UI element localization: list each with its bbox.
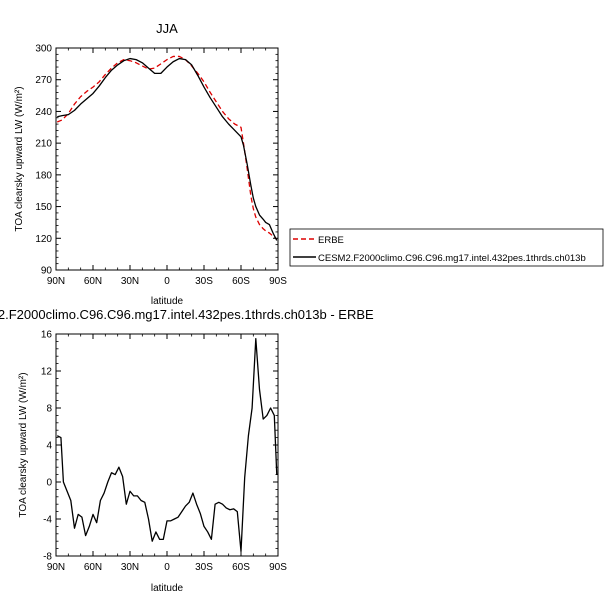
- top-title: JJA: [156, 21, 178, 36]
- bottom-y-tick-label: 16: [41, 330, 53, 341]
- top-x-tick-label: 90N: [47, 276, 65, 287]
- bottom-title: CESM2.F2000climo.C96.C96.mg17.intel.432p…: [0, 307, 374, 322]
- bottom-y-tick-label: 0: [46, 478, 52, 489]
- legend: ERBE CESM2.F2000climo.C96.C96.mg17.intel…: [289, 228, 604, 267]
- bottom-series-line-0: [56, 337, 278, 553]
- bottom-x-tick-label: 60N: [84, 562, 102, 573]
- bottom-y-axis-label: TOA clearsky upward LW (W/m²): [18, 372, 29, 517]
- bottom-y-tick-label: -4: [43, 515, 52, 526]
- bottom-x-tick-label: 90N: [47, 562, 65, 573]
- top-x-tick-label: 0: [164, 276, 170, 287]
- top-y-tick-label: 90: [41, 266, 53, 277]
- top-panel: JJA 90 120 150 180 210 240 270 300 90N 60N 30N 0 30S…: [14, 21, 604, 307]
- top-x-tick-label: 60N: [84, 276, 102, 287]
- top-x-tick-label: 90S: [269, 276, 287, 287]
- bottom-x-tick-label: 90S: [269, 562, 287, 573]
- bottom-panel: CESM2.F2000climo.C96.C96.mg17.intel.432p…: [0, 307, 374, 594]
- top-series-line-0: [56, 55, 278, 240]
- bottom-x-tick-label: 30S: [195, 562, 213, 573]
- bottom-y-tick-label: 4: [46, 441, 52, 452]
- bottom-y-tick-label: 12: [41, 367, 53, 378]
- top-y-tick-label: 120: [35, 234, 52, 245]
- bottom-x-tick-label: 30N: [121, 562, 139, 573]
- bottom-y-tick-label: 8: [46, 404, 52, 415]
- top-y-tick-label: 270: [35, 75, 52, 86]
- bottom-x-axis-label: latitude: [151, 583, 184, 594]
- top-x-tick-label: 30S: [195, 276, 213, 287]
- top-plot-frame: [55, 47, 279, 271]
- legend-label-erbe: ERBE: [318, 235, 344, 246]
- bottom-y-tick-label: -8: [43, 552, 52, 563]
- top-x-axis-label: latitude: [151, 296, 184, 307]
- top-y-tick-label: 150: [35, 202, 52, 213]
- top-x-tick-label: 60S: [232, 276, 250, 287]
- top-x-tick-label: 30N: [121, 276, 139, 287]
- legend-label-cesm: CESM2.F2000climo.C96.C96.mg17.intel.432p…: [318, 253, 586, 264]
- top-y-tick-label: 180: [35, 170, 52, 181]
- bottom-x-tick-label: 60S: [232, 562, 250, 573]
- bottom-x-tick-label: 0: [164, 562, 170, 573]
- legend-box: [289, 228, 604, 267]
- top-y-tick-label: 300: [35, 44, 52, 55]
- top-y-tick-label: 210: [35, 139, 52, 150]
- top-y-tick-label: 240: [35, 107, 52, 118]
- top-series-line-1: [57, 57, 278, 241]
- top-y-axis-label: TOA clearsky upward LW (W/m²): [14, 86, 25, 231]
